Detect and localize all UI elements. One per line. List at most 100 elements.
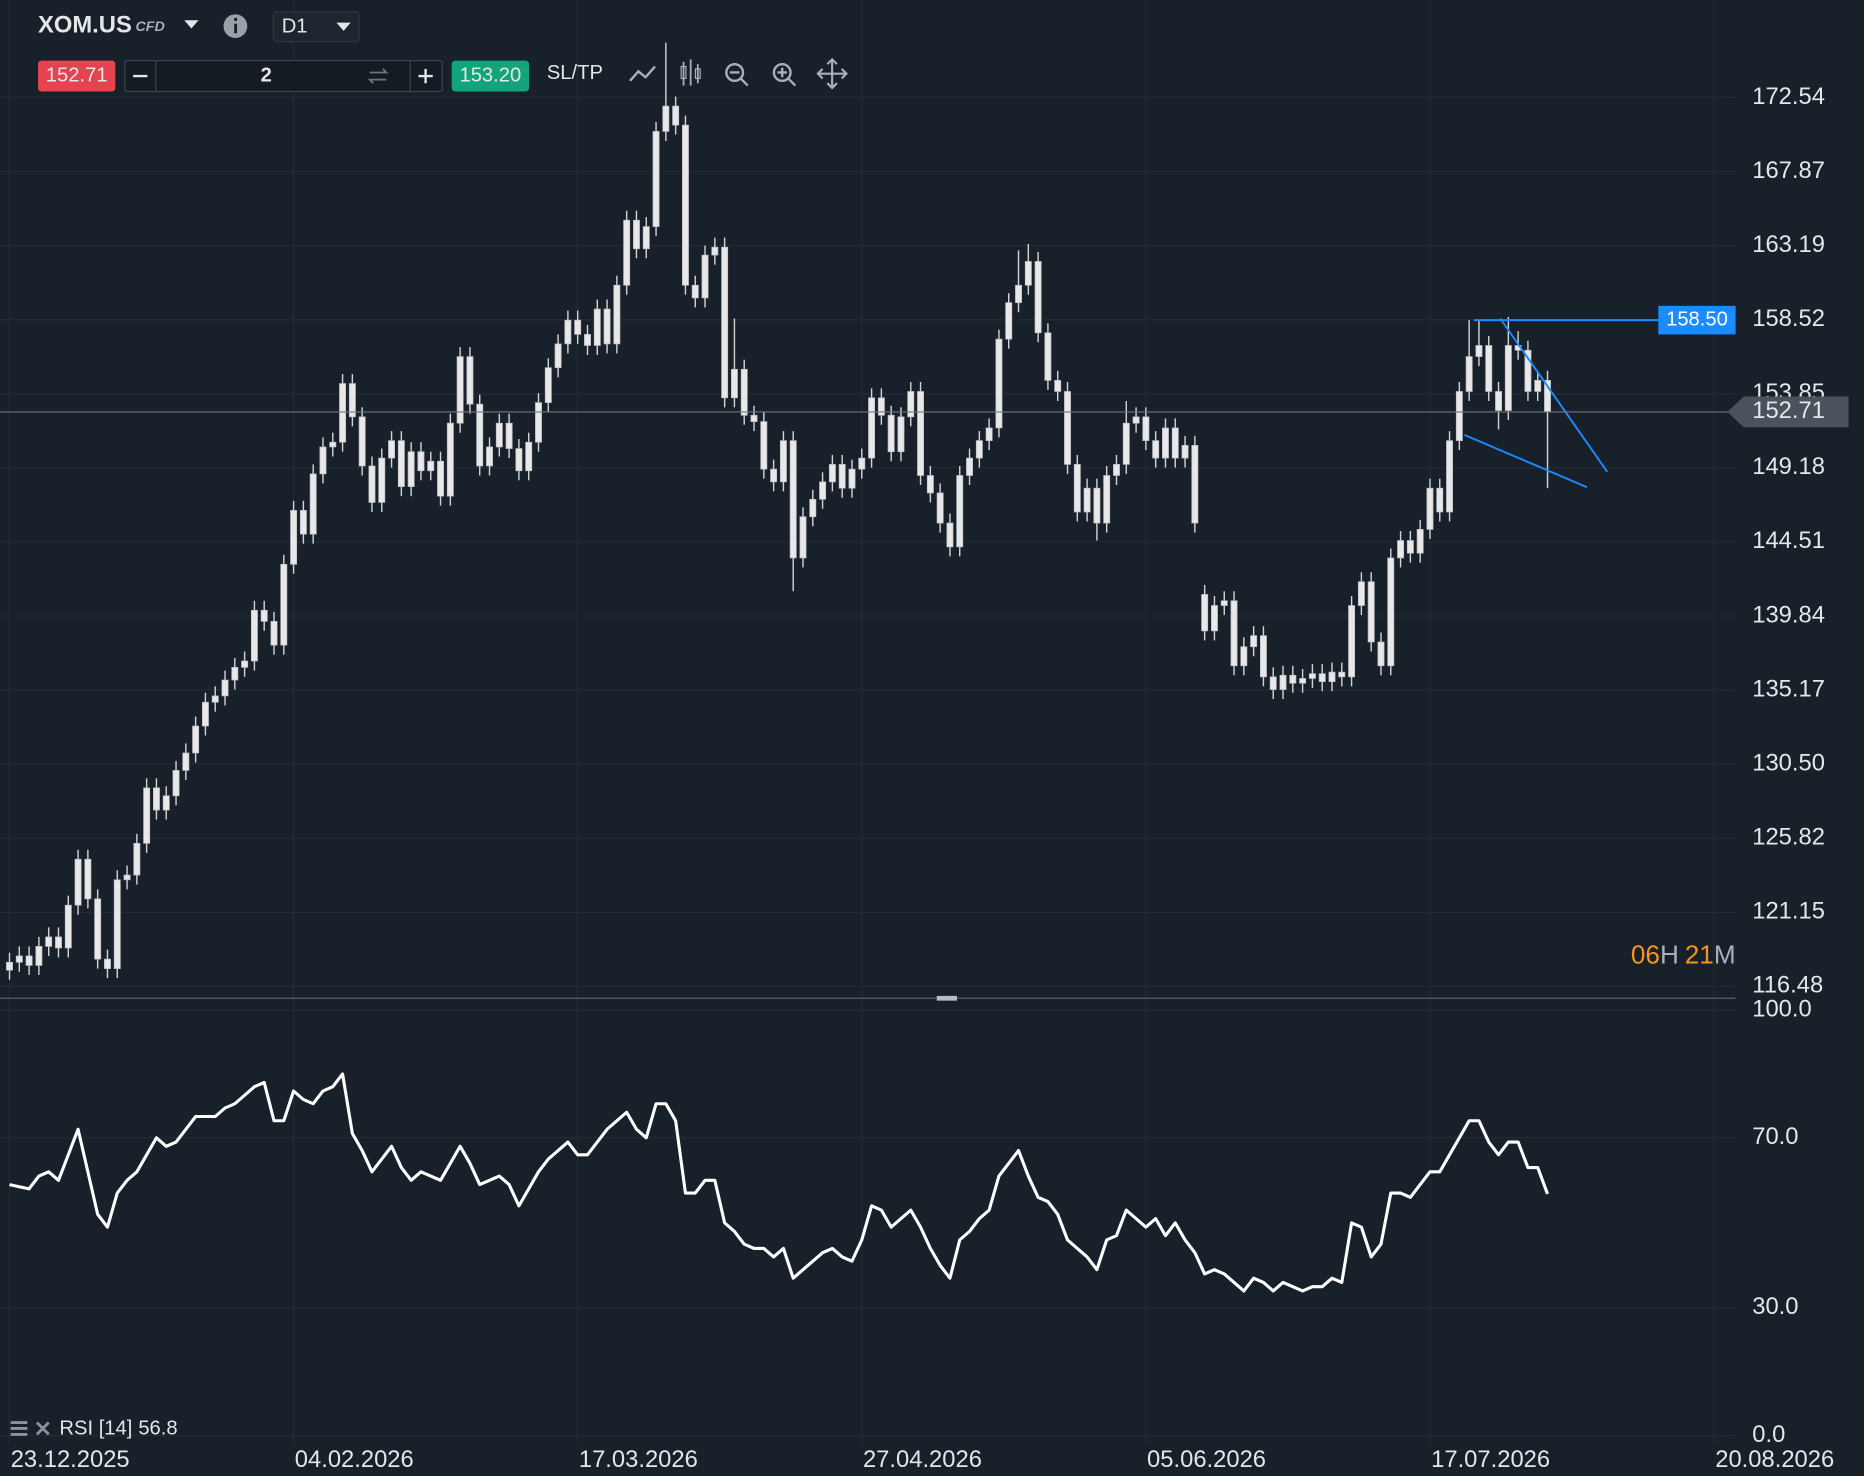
candle-body <box>721 246 729 399</box>
y-tick-label: 167.87 <box>1752 157 1825 184</box>
line-chart-icon[interactable] <box>629 65 656 82</box>
current-price-label: 152.71 <box>1752 397 1825 424</box>
timeframe: D1 <box>282 16 308 38</box>
candle-body <box>1455 391 1463 441</box>
candle-body <box>15 955 23 963</box>
x-tick-label: 17.03.2026 <box>579 1446 698 1473</box>
swap-icon[interactable] <box>367 68 389 84</box>
info-icon-glyph <box>234 23 238 34</box>
candle-body <box>917 391 925 476</box>
candle-body <box>936 492 944 524</box>
sl-tp[interactable]: SL/TP <box>547 62 603 84</box>
symbol-dropdown[interactable] <box>184 20 199 29</box>
volume[interactable]: 2 <box>261 64 272 86</box>
rsi-name: RSI [14] <box>59 1418 132 1440</box>
candle-body <box>1250 635 1258 648</box>
trend-line[interactable] <box>1464 434 1588 489</box>
candle-body <box>1171 427 1179 459</box>
candle-body <box>1308 673 1316 679</box>
y-tick-label: 0.0 <box>1752 1421 1785 1448</box>
price-line-label: 158.50 <box>1666 308 1728 330</box>
countdown-hours-unit: H <box>1660 940 1679 970</box>
candle-body <box>1357 581 1365 606</box>
trend-line[interactable] <box>1499 317 1609 473</box>
candle-body <box>329 441 337 448</box>
candle-body <box>1436 487 1444 513</box>
candle-chart-icon[interactable] <box>682 59 699 86</box>
candle-body <box>486 446 493 467</box>
y-tick-label: 163.19 <box>1752 231 1825 258</box>
candle-body <box>613 284 621 345</box>
marks-layer <box>6 42 1551 1293</box>
candle-body <box>515 448 523 472</box>
y-tick-label: 135.17 <box>1752 675 1825 702</box>
candle-body <box>956 475 964 548</box>
candle-body <box>593 308 601 346</box>
candle-body <box>358 416 366 467</box>
candle-body <box>270 621 278 646</box>
candle-body <box>838 464 846 489</box>
candle-body <box>201 701 209 727</box>
x-tick-label: 17.07.2026 <box>1431 1446 1550 1473</box>
indicator-settings-icon[interactable] <box>10 1421 28 1436</box>
candle-body <box>946 522 954 548</box>
pane-resize-handle[interactable] <box>936 995 957 1001</box>
candle-body <box>1328 671 1336 682</box>
candle-body <box>64 904 72 949</box>
candle-body <box>1348 605 1356 678</box>
indicator-remove-icon[interactable] <box>35 1421 50 1436</box>
candle-body <box>241 660 249 668</box>
candle-body <box>672 105 680 126</box>
rsi-line <box>9 1072 1549 1293</box>
x-tick-label: 20.08.2026 <box>1715 1446 1834 1473</box>
candle-body <box>1377 641 1385 667</box>
candle-body <box>25 955 33 966</box>
candle-body <box>574 319 582 335</box>
candle-body <box>476 403 484 467</box>
candle-body <box>1269 676 1277 690</box>
candle-body <box>1034 261 1042 334</box>
candle-body <box>299 510 307 535</box>
timeframe-select[interactable] <box>272 11 360 43</box>
candle-body <box>339 383 347 443</box>
x-tick-label: 23.12.2025 <box>11 1446 130 1473</box>
x-tick-label: 27.04.2026 <box>863 1446 982 1473</box>
candle-body <box>55 936 62 949</box>
instrument-type: CFD <box>136 19 165 35</box>
buy-button[interactable] <box>451 60 530 92</box>
candle-body <box>388 440 396 459</box>
zoom-in-icon[interactable] <box>772 62 792 82</box>
candle-body <box>397 440 405 487</box>
candle-body <box>1211 605 1218 632</box>
candle-body <box>858 457 866 470</box>
pan-icon[interactable] <box>816 57 848 90</box>
y-tick-label: 100.0 <box>1752 995 1811 1022</box>
candle-body <box>6 961 13 971</box>
candle-body <box>1142 416 1150 441</box>
volume-plus[interactable] <box>418 68 433 84</box>
x-tick-label: 04.02.2026 <box>295 1446 414 1473</box>
candle-body <box>789 440 797 559</box>
candle-body <box>711 246 719 256</box>
zoom-out-icon[interactable] <box>725 62 745 82</box>
candle-body <box>1240 646 1248 667</box>
candle-body <box>966 457 973 476</box>
candle-body <box>35 946 43 966</box>
symbol[interactable]: XOM.US <box>38 11 132 38</box>
candle-body <box>221 679 229 697</box>
candle-body <box>1064 391 1071 465</box>
candle-body <box>1201 594 1209 632</box>
candle-body <box>760 421 768 470</box>
candle-body <box>417 451 425 472</box>
candle-body <box>427 460 435 472</box>
candle-body <box>211 695 219 703</box>
candle-body <box>1113 464 1120 476</box>
candle-body <box>750 414 758 422</box>
sell-button[interactable] <box>38 60 116 92</box>
candle-body <box>1024 261 1032 286</box>
candle-body <box>1122 422 1130 465</box>
candle-body <box>1465 356 1473 392</box>
rsi-legend: RSI [14] 56.8 <box>59 1418 177 1440</box>
